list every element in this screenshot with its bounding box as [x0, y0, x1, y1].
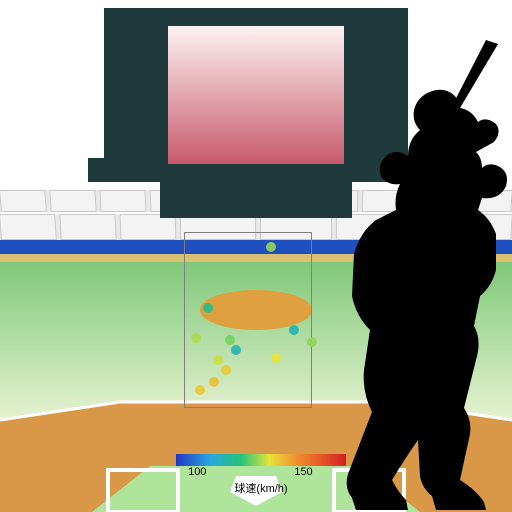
pitch-marker — [231, 345, 241, 355]
strike-zone — [184, 232, 312, 408]
pitch-marker — [203, 303, 213, 313]
pitch-marker — [209, 377, 219, 387]
colorbar-tick: 100 — [188, 466, 206, 478]
pitch-marker — [213, 355, 223, 365]
batter-silhouette — [300, 40, 512, 510]
pitch-marker — [195, 385, 205, 395]
pitch-marker — [266, 242, 276, 252]
pitch-marker — [271, 353, 281, 363]
pitch-marker — [221, 365, 231, 375]
pitch-marker — [289, 325, 299, 335]
pitch-marker — [225, 335, 235, 345]
pitch-marker — [191, 333, 201, 343]
